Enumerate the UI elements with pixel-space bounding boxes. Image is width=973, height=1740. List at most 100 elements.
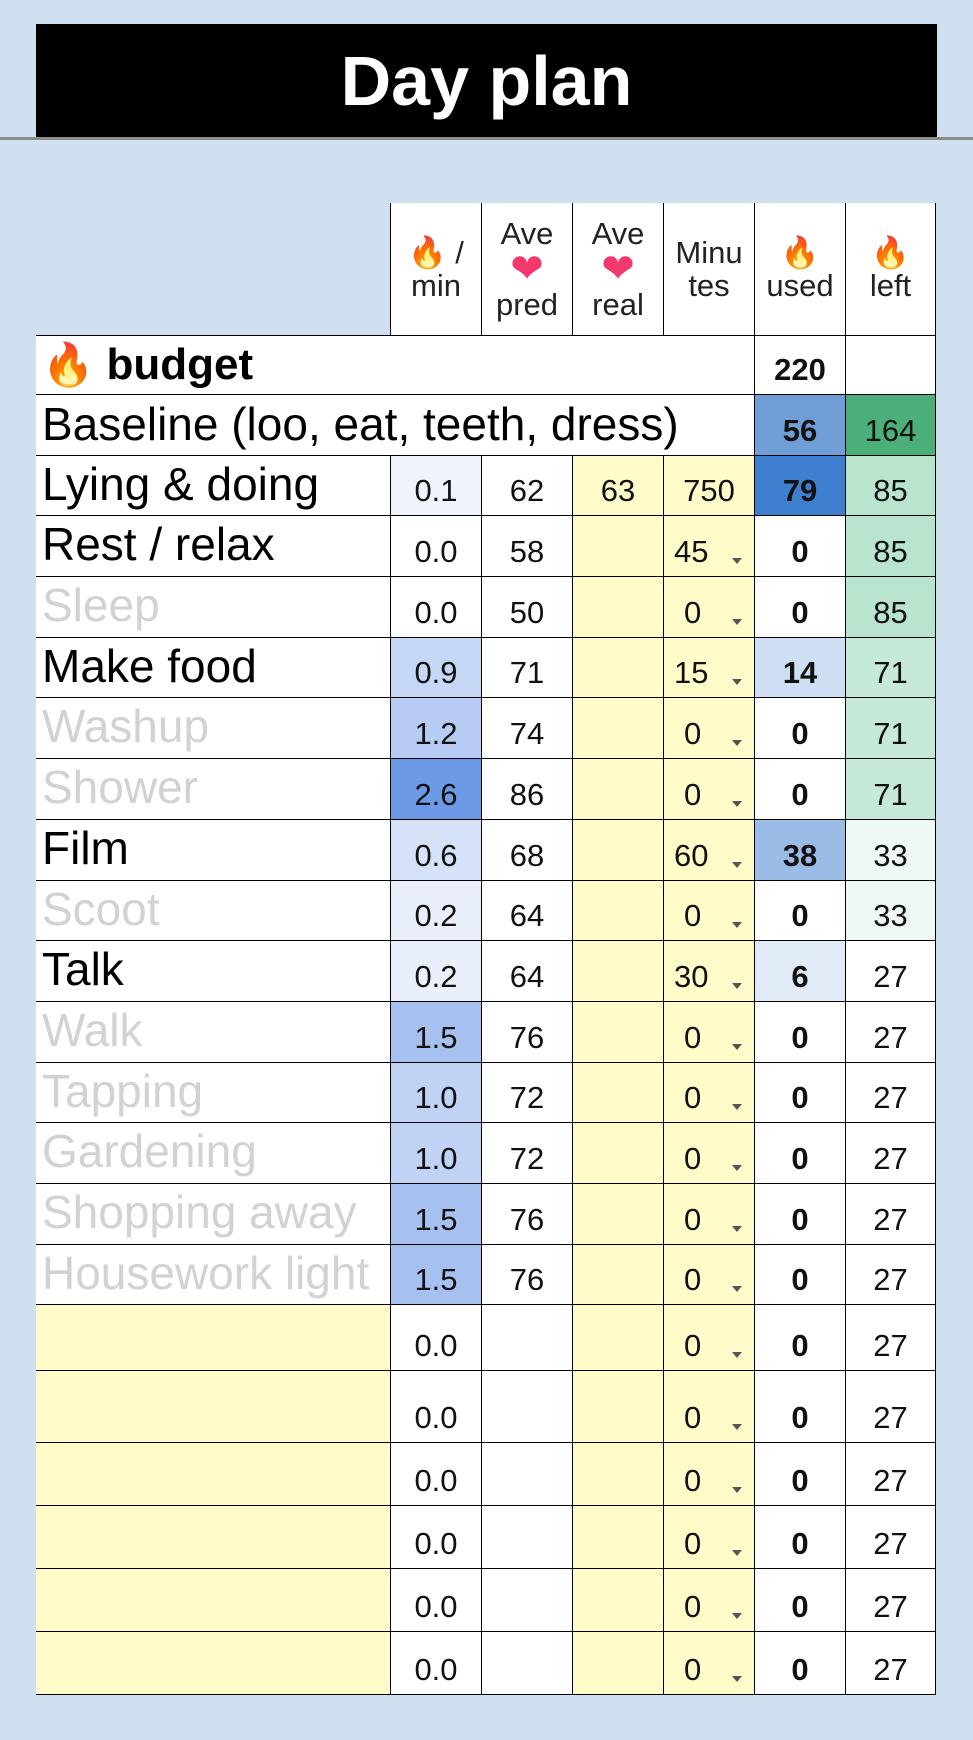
minutes-dropdown[interactable]: 750 (663, 455, 754, 516)
chevron-down-icon[interactable] (732, 1043, 742, 1050)
chevron-down-icon[interactable] (732, 1676, 742, 1683)
minutes-dropdown[interactable]: 0 (663, 698, 754, 759)
ave-real-input[interactable] (572, 1001, 663, 1062)
ave-real-input[interactable] (572, 1062, 663, 1123)
activity-name[interactable]: Sleep (42, 579, 160, 632)
minutes-dropdown[interactable]: 0 (663, 1001, 754, 1062)
chevron-down-icon[interactable] (732, 800, 742, 807)
ave-real-input[interactable] (572, 698, 663, 759)
chevron-down-icon[interactable] (732, 1487, 742, 1494)
ave-real-input[interactable] (572, 1244, 663, 1305)
chevron-down-icon[interactable] (732, 922, 742, 929)
ave-real-input[interactable] (572, 1183, 663, 1244)
chevron-down-icon[interactable] (732, 1352, 742, 1359)
activity-name[interactable] (36, 1632, 390, 1695)
chevron-down-icon[interactable] (732, 982, 742, 989)
activity-name[interactable] (36, 1443, 390, 1506)
activity-name[interactable]: Washup (42, 700, 210, 753)
ave-real-input[interactable] (572, 1632, 663, 1695)
activity-name[interactable]: Shower (42, 761, 198, 814)
minutes-dropdown[interactable]: 0 (663, 1569, 754, 1632)
ave-real-input[interactable] (572, 819, 663, 880)
ave-real-input[interactable] (572, 941, 663, 1001)
minutes-dropdown[interactable]: 0 (663, 1506, 754, 1569)
minutes-dropdown[interactable]: 0 (663, 577, 754, 637)
minutes-value: 0 (684, 716, 702, 752)
activity-name[interactable] (36, 1569, 390, 1632)
minutes-dropdown[interactable]: 0 (663, 1123, 754, 1183)
activity-name[interactable]: Rest / relax (42, 518, 275, 571)
minutes-dropdown[interactable]: 0 (663, 880, 754, 941)
chevron-down-icon[interactable] (732, 1225, 742, 1232)
minutes-value: 0 (684, 1463, 702, 1499)
used-cell: 0 (754, 577, 845, 637)
chevron-down-icon[interactable] (732, 1424, 742, 1431)
minutes-dropdown[interactable]: 0 (663, 1632, 754, 1695)
activity-name[interactable]: Walk (42, 1003, 143, 1056)
minutes-dropdown[interactable]: 60 (663, 819, 754, 880)
chevron-down-icon[interactable] (732, 1286, 742, 1293)
minutes-dropdown[interactable]: 0 (663, 1183, 754, 1244)
rate-cell: 0.0 (390, 577, 481, 637)
left-cell: 27 (845, 941, 936, 1001)
header-pred-line2: pred (495, 287, 559, 322)
activity-name[interactable]: Film (42, 821, 129, 874)
activity-name[interactable]: Shopping away (42, 1185, 357, 1238)
fire-icon: 🔥 (871, 235, 910, 270)
chevron-down-icon[interactable] (732, 618, 742, 625)
ave-real-input[interactable] (572, 759, 663, 819)
ave-real-input[interactable] (572, 880, 663, 941)
ave-real-input[interactable] (572, 1569, 663, 1632)
activity-name[interactable]: Tapping (42, 1064, 204, 1117)
ave-real-input[interactable] (572, 1371, 663, 1443)
rate-cell: 1.0 (390, 1123, 481, 1183)
ave-real-input[interactable] (572, 1506, 663, 1569)
rate-cell: 2.6 (390, 759, 481, 819)
minutes-dropdown[interactable]: 0 (663, 1371, 754, 1443)
activity-name[interactable]: Housework light (42, 1246, 370, 1299)
ave-real-input[interactable] (572, 516, 663, 577)
minutes-dropdown[interactable]: 0 (663, 1244, 754, 1305)
budget-value[interactable]: 220 (754, 336, 845, 394)
chevron-down-icon[interactable] (732, 558, 742, 565)
chevron-down-icon[interactable] (732, 1613, 742, 1620)
activity-name[interactable] (36, 1305, 390, 1371)
activity-name[interactable] (36, 1371, 390, 1443)
ave-real-input[interactable] (572, 577, 663, 637)
chevron-down-icon[interactable] (732, 861, 742, 868)
minutes-dropdown[interactable]: 0 (663, 1062, 754, 1123)
activity-name[interactable]: Talk (42, 943, 124, 996)
table-row: Lying & doing 0.1 62 63 750 79 85 (36, 455, 936, 517)
minutes-dropdown[interactable]: 15 (663, 637, 754, 698)
table-row: 0.0 0 0 27 (36, 1506, 936, 1570)
chevron-down-icon[interactable] (732, 740, 742, 747)
used-cell: 79 (754, 455, 845, 516)
ave-pred-cell (481, 1305, 572, 1371)
minutes-dropdown[interactable]: 0 (663, 1305, 754, 1371)
chevron-down-icon[interactable] (732, 679, 742, 686)
minutes-dropdown[interactable]: 45 (663, 516, 754, 577)
header-ave-pred: Ave ❤ pred (481, 203, 572, 335)
activity-name[interactable]: Gardening (42, 1125, 257, 1178)
activity-name[interactable]: Lying & doing (42, 457, 320, 510)
used-cell: 0 (754, 1123, 845, 1183)
header-minutes-line2: tes (688, 268, 730, 303)
ave-real-input[interactable]: 63 (572, 455, 663, 516)
ave-real-input[interactable] (572, 1443, 663, 1506)
ave-real-input[interactable] (572, 1305, 663, 1371)
chevron-down-icon[interactable] (732, 1164, 742, 1171)
minutes-dropdown[interactable]: 0 (663, 1443, 754, 1506)
ave-pred-cell: 58 (481, 516, 572, 577)
activity-name[interactable]: Make food (42, 639, 257, 692)
minutes-dropdown[interactable]: 30 (663, 941, 754, 1001)
ave-real-input[interactable] (572, 637, 663, 698)
chevron-down-icon[interactable] (732, 1550, 742, 1557)
activity-name[interactable] (36, 1506, 390, 1569)
chevron-down-icon[interactable] (732, 1104, 742, 1111)
minutes-dropdown[interactable]: 0 (663, 759, 754, 819)
table-row: 0.0 0 0 27 (36, 1569, 936, 1633)
ave-real-input[interactable] (572, 1123, 663, 1183)
minutes-value: 0 (684, 776, 702, 812)
left-cell: 27 (845, 1506, 936, 1569)
activity-name[interactable]: Scoot (42, 882, 160, 935)
